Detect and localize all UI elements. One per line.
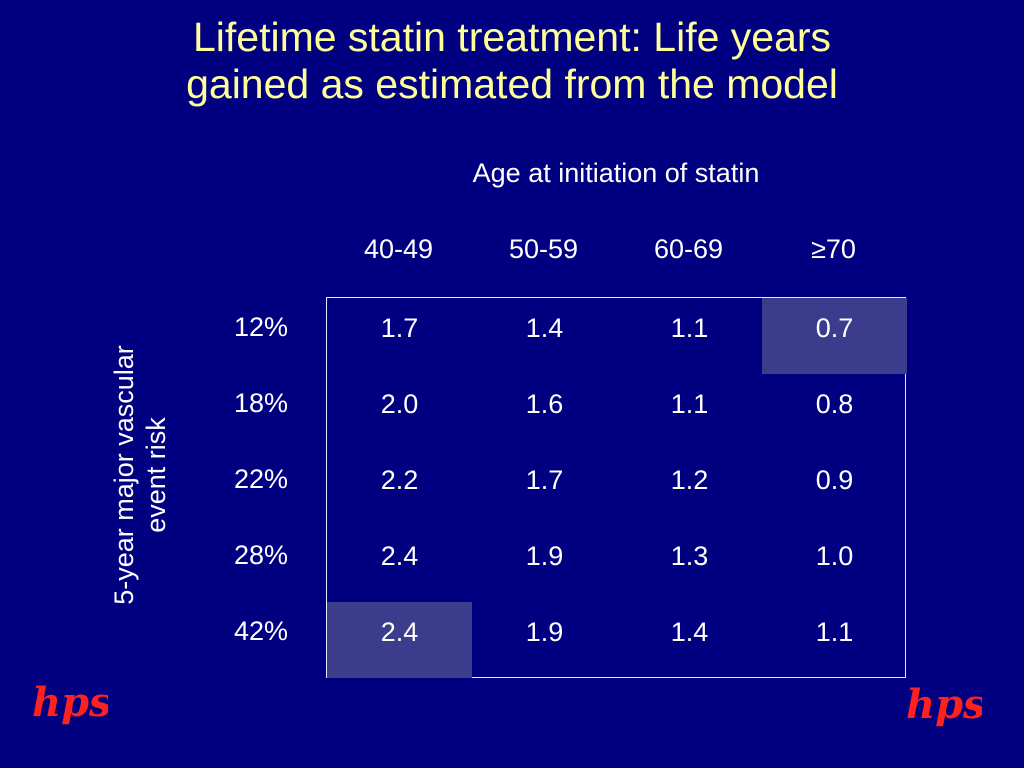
values-table: 1.7 1.4 1.1 0.7 2.0 1.6 1.1 0.8 2.2 1.7 1.2 0.9 2.4 1…	[326, 297, 907, 678]
title-line-1: Lifetime statin treatment: Life years	[192, 14, 832, 60]
cell-r1-c0: 2.0	[380, 389, 419, 419]
risk-label-12: 12%	[233, 312, 288, 342]
hps-logo-left-text: hps	[32, 679, 108, 726]
cell-r3-c2: 1.3	[670, 541, 709, 571]
column-header: Age at initiation of statin	[472, 158, 760, 188]
risk-label-22: 22%	[233, 464, 288, 494]
cell-r2-c1: 1.7	[525, 465, 564, 495]
hps-logo-right: hps	[906, 681, 982, 728]
cell-r4-c2: 1.4	[670, 617, 709, 647]
cell-r0-c3: 0.7	[762, 298, 907, 374]
cell-r2-c3: 0.9	[815, 465, 854, 495]
cell-r2-c2: 1.2	[670, 465, 709, 495]
row-header-line-1: 5-year major vascular	[109, 345, 139, 605]
page-title: Lifetime statin treatment: Life years ga…	[0, 14, 1024, 108]
cell-r3-c1: 1.9	[525, 541, 564, 571]
hps-logo-left: hps	[32, 679, 108, 726]
age-label-50-59: 50-59	[508, 234, 579, 264]
age-label-40-49: 40-49	[363, 234, 434, 264]
hps-logo-right-text: hps	[906, 681, 982, 728]
cell-r4-c1: 1.9	[525, 617, 564, 647]
risk-label-18: 18%	[233, 388, 288, 418]
cell-r1-c3: 0.8	[815, 389, 854, 419]
cell-r3-c0: 2.4	[380, 541, 419, 571]
cell-r3-c3: 1.0	[815, 541, 854, 571]
risk-label-42: 42%	[233, 616, 288, 646]
cell-r1-c2: 1.1	[670, 389, 709, 419]
age-label-70-plus: ≥70	[811, 234, 856, 264]
row-header-line-2: event risk	[141, 417, 171, 533]
cell-r4-c0: 2.4	[327, 602, 472, 678]
cell-r1-c1: 1.6	[525, 389, 564, 419]
risk-label-28: 28%	[233, 540, 288, 570]
cell-r0-c2: 1.1	[670, 313, 709, 343]
age-label-60-69: 60-69	[653, 234, 724, 264]
cell-r0-c0: 1.7	[380, 313, 419, 343]
title-line-2: gained as estimated from the model	[186, 61, 838, 107]
row-header: 5-year major vascular event risk	[108, 275, 172, 675]
cell-r4-c3: 1.1	[815, 617, 854, 647]
cell-r0-c1: 1.4	[525, 313, 564, 343]
cell-r2-c0: 2.2	[380, 465, 419, 495]
